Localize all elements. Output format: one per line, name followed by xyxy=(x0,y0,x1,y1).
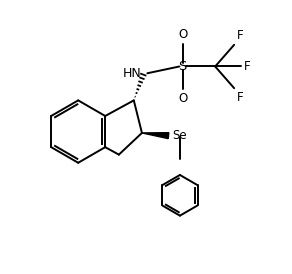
Text: O: O xyxy=(178,92,187,105)
Polygon shape xyxy=(142,133,169,139)
Text: F: F xyxy=(244,60,250,73)
Text: O: O xyxy=(178,28,187,41)
Text: HN: HN xyxy=(123,67,141,80)
Text: F: F xyxy=(237,91,244,104)
Text: S: S xyxy=(178,60,187,73)
Text: Se: Se xyxy=(172,129,186,142)
Text: F: F xyxy=(237,29,244,42)
